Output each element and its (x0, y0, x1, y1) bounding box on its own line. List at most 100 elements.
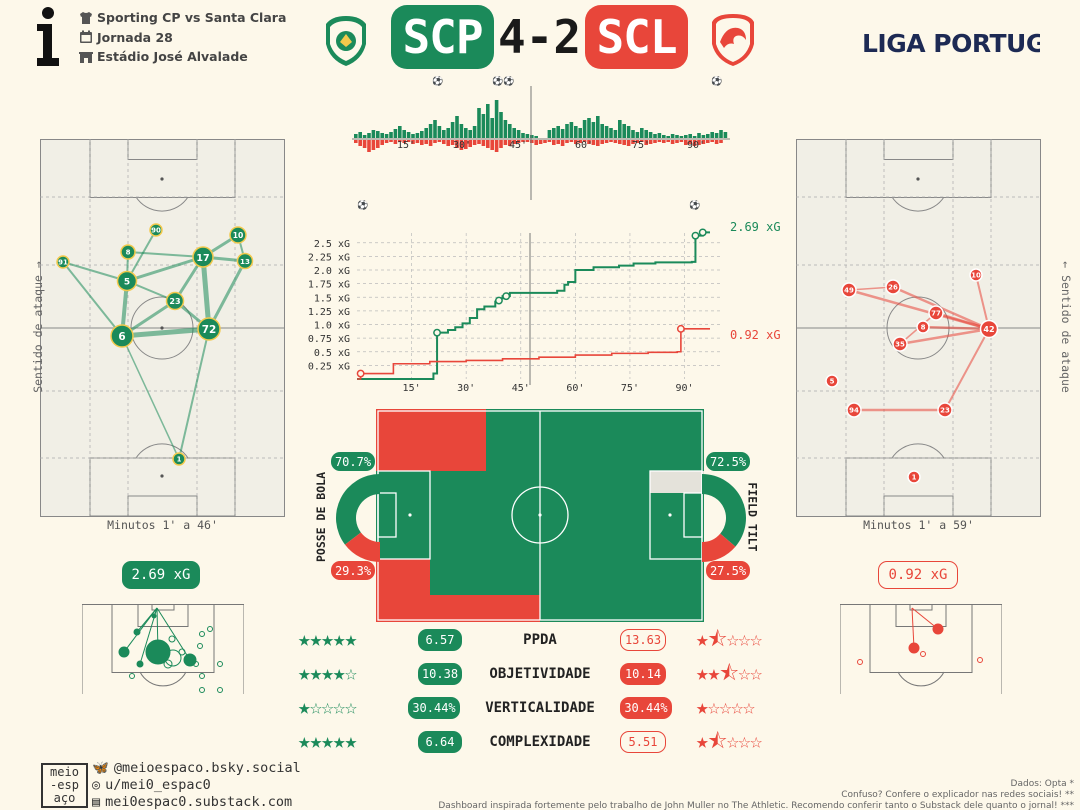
away-attack-label: Sentido de ataque (1058, 275, 1073, 393)
momentum-home-bar (358, 132, 362, 138)
momentum-home-bar (587, 118, 591, 138)
home-shots (118, 607, 223, 693)
info-logo (37, 7, 59, 66)
xg-ytick-label: 0.5 xG (314, 348, 350, 359)
league-name: LIGA PORTUGAL (862, 29, 1040, 58)
away-stat-stars: ★☆☆☆☆ (696, 695, 755, 719)
xg-timeline-chart: 2.5 xG 2.25 xG 2.0 xG 1.75 xG 1.5 xG 1.25 xG 1… (308, 220, 781, 394)
momentum-home-bar (354, 134, 358, 138)
league-logo: LIGA PORTUGAL (862, 20, 1042, 70)
goal-marker-icon: ⚽ (502, 75, 514, 87)
momentum-away-bar (679, 140, 684, 142)
momentum-home-bar (688, 134, 692, 138)
territory-cell (430, 595, 486, 622)
momentum-away-bar (521, 140, 525, 142)
momentum-home-bar (556, 126, 560, 138)
territory-cell (540, 435, 594, 471)
territory-cell (650, 537, 704, 559)
home-minutes: Minutos 1' a 46' (107, 518, 218, 532)
home-attack-direction: Sentido de ataque → (31, 261, 45, 393)
reddit-icon: ◎ (92, 777, 101, 793)
momentum-home-bar (534, 136, 538, 138)
momentum-home-bar (367, 133, 371, 138)
momentum-home-bar (516, 130, 521, 138)
momentum-home-bars (354, 100, 728, 138)
momentum-home-bar (415, 133, 420, 138)
home-shot-map (82, 604, 244, 694)
momentum-away-bar (547, 140, 552, 142)
momentum-away-bar (560, 140, 565, 146)
home-shot (199, 687, 205, 693)
momentum-home-bar (600, 124, 604, 138)
momentum-home-bar (653, 134, 657, 138)
momentum-away-bar (684, 140, 688, 145)
territory-cell (430, 409, 486, 435)
home-stat-value: 30.44% (408, 697, 460, 719)
momentum-away-bar (670, 140, 675, 144)
reddit-handle[interactable]: u/mei0_espac0 (105, 777, 211, 793)
goal-marker-icon: ⚽ (710, 75, 722, 87)
momentum-away-bar (569, 140, 574, 142)
momentum-away-bar (380, 140, 384, 145)
xg-ytick-label: 1.5 xG (314, 293, 350, 304)
away-pass-edge (921, 325, 991, 331)
territory-cell (430, 493, 486, 537)
territory-grid (376, 409, 704, 622)
momentum-home-bar (662, 135, 666, 138)
home-player-node: 5 (116, 270, 138, 292)
momentum-home-bar (697, 133, 701, 138)
momentum-away-bar (565, 140, 569, 143)
home-player-node: 10 (229, 226, 247, 244)
momentum-home-bar (706, 134, 710, 138)
home-shot (197, 643, 203, 649)
home-shot (168, 635, 176, 643)
momentum-away-bar (402, 140, 406, 143)
momentum-away-bar (464, 140, 468, 149)
momentum-home-bar (684, 135, 688, 138)
momentum-away-bar (706, 140, 710, 143)
goal-marker-icon: ⚽ (431, 75, 443, 87)
momentum-away-bar (459, 140, 464, 150)
home-player-number: 5 (124, 278, 130, 288)
momentum-home-bar (565, 124, 569, 138)
away-goal-dot (356, 369, 365, 378)
away-pass-edges (847, 274, 991, 412)
field-tilt-home-value: 72.5% (706, 452, 750, 471)
home-stat-stars: ★★★★★ (298, 627, 357, 651)
momentum-away-bar (688, 140, 692, 144)
away-pass-edge (944, 328, 990, 411)
momentum-away-bar (552, 140, 556, 145)
momentum-away-bar (596, 140, 600, 146)
momentum-away-bar (367, 140, 371, 152)
momentum-home-bar (376, 131, 380, 138)
momentum-away-bar (574, 140, 578, 144)
bluesky-handle[interactable]: @meioespaco.bsky.social (113, 760, 301, 776)
substack-url[interactable]: mei0espac0.substack.com (105, 794, 293, 810)
home-player-number: 90 (151, 226, 161, 234)
sporting-crest-icon (326, 16, 366, 66)
away-minutes: Minutos 1' a 59' (863, 518, 974, 532)
home-stat-value: 10.38 (418, 663, 462, 685)
territory-cell (376, 435, 430, 471)
home-shot (199, 631, 205, 637)
momentum-away-bar (442, 140, 446, 144)
territory-cell (540, 537, 594, 559)
liga-portugal-logo-icon: LIGA PORTUGAL (862, 29, 1040, 58)
away-player-node: 94 (846, 402, 862, 418)
away-abbr: SCL (585, 5, 688, 69)
home-pass-edge (200, 254, 212, 332)
home-pass-edge (119, 326, 212, 339)
momentum-home-bar (455, 116, 459, 138)
home-pass-edge (62, 261, 123, 337)
home-shot (145, 639, 171, 665)
xg-xtick-label: 60' (566, 383, 584, 394)
momentum-home-bar (604, 126, 609, 138)
momentum-away-bar (710, 140, 714, 142)
away-player-number: 35 (895, 341, 905, 349)
stat-label: OBJETIVIDADE (489, 666, 591, 682)
momentum-away-bar (604, 140, 609, 143)
home-shot (193, 661, 199, 667)
momentum-tick-label: 30' (453, 140, 471, 151)
territory-cell (376, 471, 430, 493)
momentum-away-bar (591, 140, 596, 145)
